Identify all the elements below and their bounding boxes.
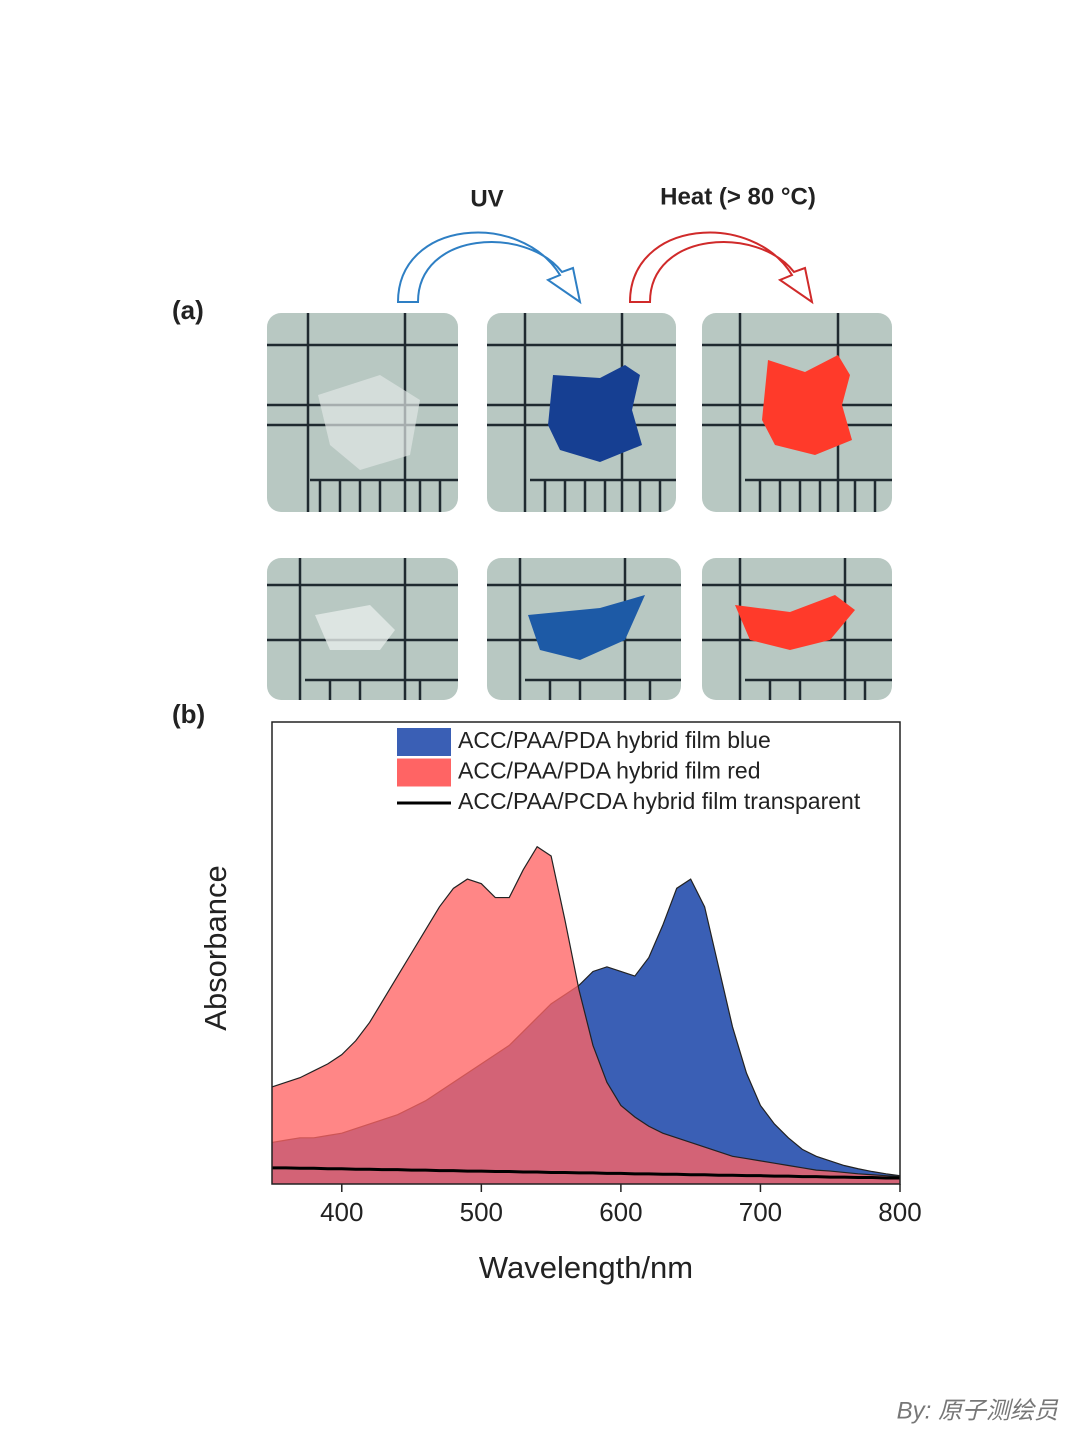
heat-arrow: [628, 231, 814, 305]
panel-label: (b): [172, 699, 205, 729]
legend-label: ACC/PAA/PDA hybrid film red: [458, 758, 761, 784]
x-tick-label: 500: [460, 1197, 503, 1227]
x-tick-label: 600: [599, 1197, 642, 1227]
photos: [267, 313, 892, 700]
x-tick-label: 400: [320, 1197, 363, 1227]
uv-label: UV: [470, 185, 503, 212]
area-fill: [272, 846, 900, 1184]
y-axis-label: Absorbance: [198, 865, 233, 1030]
heat-label: Heat (> 80 °C): [660, 183, 816, 210]
series-line: [271, 845, 901, 1178]
series-line: [272, 1166, 900, 1180]
legend-label: ACC/PAA/PCDA hybrid film transparent: [458, 788, 861, 814]
legend-swatch: [397, 728, 451, 756]
panel-label: (a): [172, 295, 204, 325]
uv-arrow: [396, 231, 582, 305]
legend-label: ACC/PAA/PDA hybrid film blue: [458, 727, 771, 753]
x-axis-label: Wavelength/nm: [479, 1250, 693, 1285]
x-tick-label: 700: [739, 1197, 782, 1227]
watermark: By: 原子测绘员: [897, 1397, 1059, 1424]
legend-swatch: [397, 758, 451, 787]
plot-frame: [271, 721, 901, 1185]
x-tick-label: 800: [878, 1197, 921, 1227]
